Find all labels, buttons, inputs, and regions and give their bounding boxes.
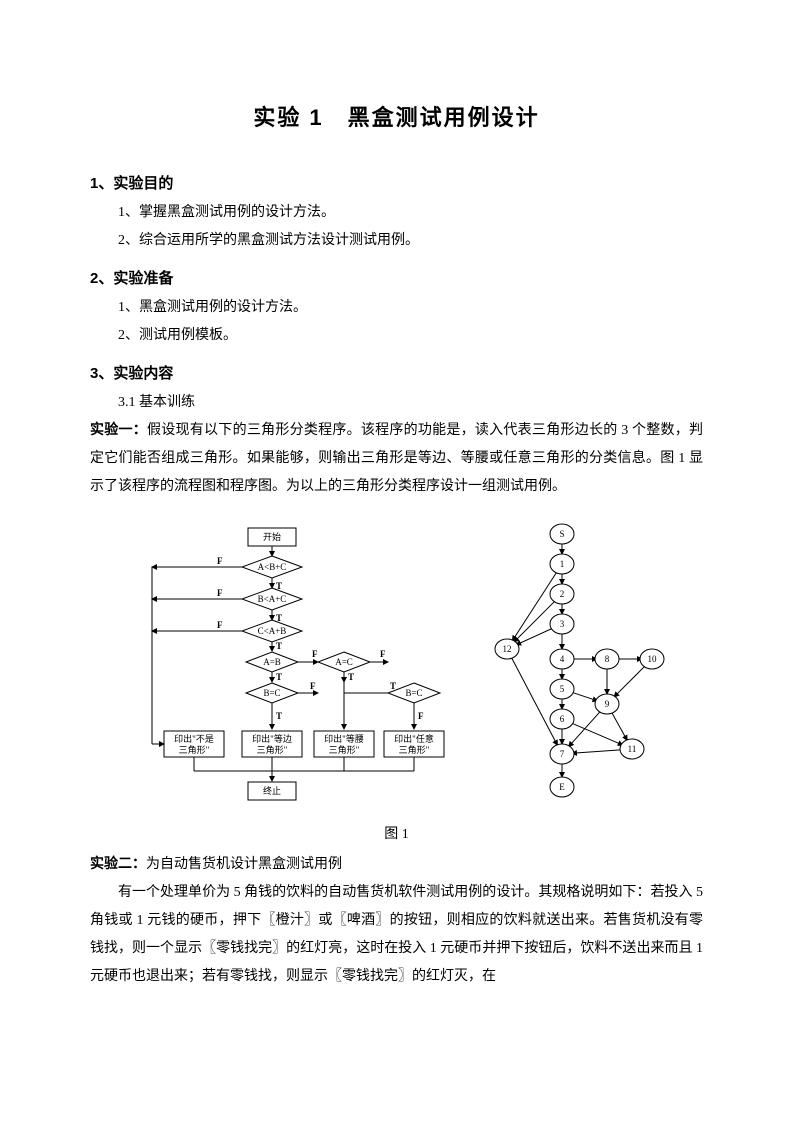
- svg-text:F: F: [310, 681, 316, 691]
- s1-item-1: 1、掌握黑盒测试用例的设计方法。: [90, 199, 703, 227]
- svg-text:F: F: [217, 556, 223, 566]
- experiment-1-para: 实验一：假设现有以下的三角形分类程序。该程序的功能是，读入代表三角形边长的 3 …: [90, 417, 703, 501]
- experiment-2-head: 实验二：为自动售货机设计黑盒测试用例: [90, 851, 703, 879]
- svg-text:B=C: B=C: [405, 688, 422, 698]
- s1-item-2: 2、综合运用所学的黑盒测试方法设计测试用例。: [90, 227, 703, 255]
- ex1-text: 假设现有以下的三角形分类程序。该程序的功能是，读入代表三角形边长的 3 个整数，…: [90, 423, 703, 494]
- program-graph-svg: S1234567E89101112: [452, 519, 672, 809]
- svg-text:2: 2: [559, 589, 564, 599]
- svg-text:开始: 开始: [262, 531, 280, 542]
- svg-text:10: 10: [647, 654, 657, 664]
- svg-text:A=B: A=B: [263, 657, 281, 667]
- svg-text:T: T: [390, 681, 396, 691]
- svg-text:三角形": 三角形": [328, 744, 359, 755]
- svg-text:E: E: [559, 782, 565, 792]
- svg-text:A=C: A=C: [335, 657, 353, 667]
- svg-text:5: 5: [559, 684, 564, 694]
- svg-text:C<A+B: C<A+B: [257, 626, 286, 636]
- svg-text:T: T: [348, 672, 354, 682]
- ex2-title: 为自动售货机设计黑盒测试用例: [146, 857, 342, 872]
- svg-text:T: T: [276, 641, 282, 651]
- section-1-head: 1、实验目的: [90, 172, 703, 193]
- svg-text:12: 12: [502, 644, 511, 654]
- svg-text:T: T: [276, 711, 282, 721]
- svg-text:F: F: [217, 588, 223, 598]
- svg-text:7: 7: [559, 749, 564, 759]
- svg-text:三角形": 三角形": [178, 744, 209, 755]
- svg-text:3: 3: [559, 619, 564, 629]
- svg-text:F: F: [217, 620, 223, 630]
- svg-text:8: 8: [604, 654, 609, 664]
- svg-text:终止: 终止: [262, 785, 280, 796]
- page-title: 实验 1 黑盒测试用例设计: [90, 100, 703, 132]
- svg-text:F: F: [380, 649, 386, 659]
- svg-text:B<A+C: B<A+C: [257, 594, 286, 604]
- svg-text:1: 1: [559, 559, 564, 569]
- flowchart-svg: 开始A<B+CFTB<A+CFTC<A+BFTA=BTB=CFA=CTFB=CT…: [122, 519, 452, 819]
- svg-text:F: F: [418, 711, 424, 721]
- svg-text:三角形": 三角形": [256, 744, 287, 755]
- s2-item-2: 2、测试用例模板。: [90, 322, 703, 350]
- ex2-label: 实验二：: [90, 857, 146, 872]
- svg-text:印出"任意: 印出"任意: [394, 733, 434, 744]
- svg-text:S: S: [559, 529, 564, 539]
- svg-text:印出"等边: 印出"等边: [252, 733, 292, 744]
- s2-item-1: 1、黑盒测试用例的设计方法。: [90, 294, 703, 322]
- svg-text:6: 6: [559, 714, 564, 724]
- svg-text:4: 4: [559, 654, 564, 664]
- ex1-label: 实验一：: [90, 423, 147, 438]
- svg-text:A<B+C: A<B+C: [257, 562, 286, 572]
- section-2-head: 2、实验准备: [90, 267, 703, 288]
- svg-text:9: 9: [604, 699, 609, 709]
- figure-1-caption: 图 1: [90, 823, 703, 843]
- svg-text:B=C: B=C: [263, 688, 280, 698]
- svg-text:印出"不是: 印出"不是: [174, 733, 214, 744]
- svg-text:印出"等腰: 印出"等腰: [324, 733, 364, 744]
- svg-text:T: T: [276, 672, 282, 682]
- svg-text:F: F: [312, 649, 318, 659]
- section-3-head: 3、实验内容: [90, 362, 703, 383]
- svg-text:三角形": 三角形": [398, 744, 429, 755]
- figure-1: 开始A<B+CFTB<A+CFTC<A+BFTA=BTB=CFA=CTFB=CT…: [90, 519, 703, 819]
- s3-sub: 3.1 基本训练: [90, 389, 703, 417]
- experiment-2-text: 有一个处理单价为 5 角钱的饮料的自动售货机软件测试用例的设计。其规格说明如下：…: [90, 879, 703, 991]
- svg-text:11: 11: [627, 744, 636, 754]
